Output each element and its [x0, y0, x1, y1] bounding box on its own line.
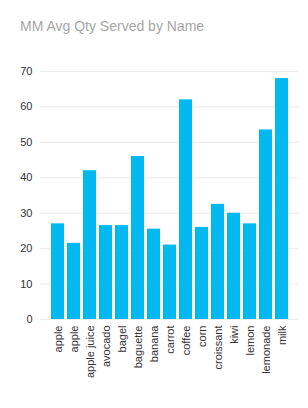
svg-text:bagel: bagel: [116, 326, 128, 353]
svg-text:apple: apple: [68, 326, 80, 353]
html-text:MM Avg Qty Served by Name: MM Avg Qty Served by Name: [20, 18, 205, 34]
svg-text:40: 40: [20, 171, 32, 183]
svg-text:50: 50: [20, 136, 32, 148]
svg-text:milk: milk: [276, 325, 288, 345]
svg-text:lemonade: lemonade: [260, 326, 272, 374]
svg-text:apple: apple: [52, 326, 64, 353]
svg-text:banana: banana: [148, 325, 160, 363]
svg-text:croissant: croissant: [212, 326, 224, 370]
svg-text:avocado: avocado: [100, 326, 112, 368]
svg-text:coffee: coffee: [180, 326, 192, 356]
svg-text:baguette: baguette: [132, 326, 144, 369]
svg-text:kiwi: kiwi: [228, 326, 240, 344]
svg-text:carrot: carrot: [164, 326, 176, 354]
svg-text:30: 30: [20, 207, 32, 219]
svg-text:70: 70: [20, 65, 32, 77]
svg-text:lemon: lemon: [244, 326, 256, 356]
svg-text:corn: corn: [196, 326, 208, 347]
svg-text:20: 20: [20, 242, 32, 254]
svg-text:apple juice: apple juice: [84, 326, 96, 379]
svg-text:60: 60: [20, 100, 32, 112]
svg-text:0: 0: [26, 313, 32, 325]
svg-text:10: 10: [20, 278, 32, 290]
